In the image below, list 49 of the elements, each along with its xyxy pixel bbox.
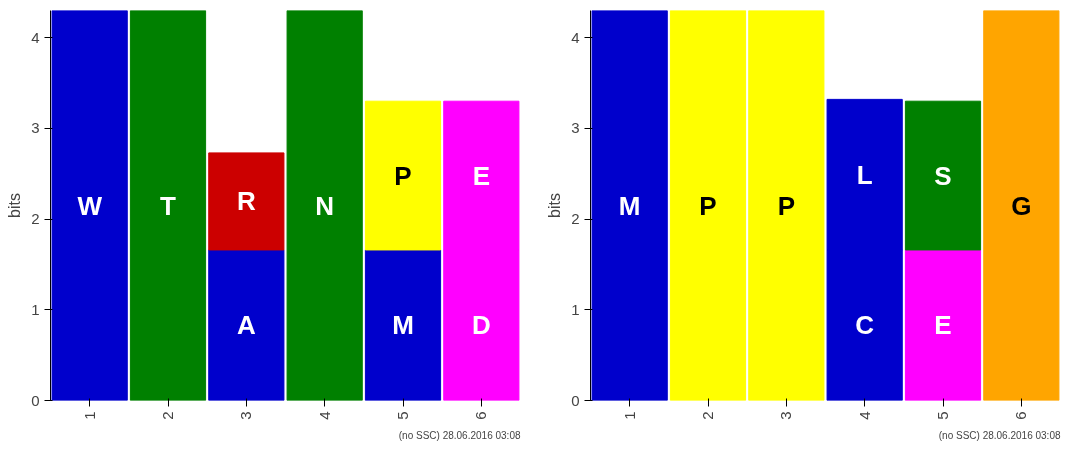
bar <box>983 10 1060 401</box>
y-tick-label: 1 <box>571 300 580 318</box>
series-label: N <box>315 190 335 221</box>
y-tick-label: 4 <box>31 28 40 46</box>
series-label: G <box>1011 190 1032 221</box>
bar <box>904 249 982 401</box>
y-axis-title: bits <box>6 193 24 218</box>
x-tick-label: 5 <box>394 411 411 420</box>
x-tick-label: 4 <box>855 411 873 420</box>
x-tick-label: 2 <box>699 411 716 420</box>
y-tick-label: 4 <box>571 28 580 46</box>
series-label: P <box>777 190 796 221</box>
x-tick-label: 1 <box>80 411 98 420</box>
y-tick-label: 3 <box>571 119 580 137</box>
series-label: A <box>236 310 256 341</box>
x-tick-label: 6 <box>472 411 490 420</box>
series-label: M <box>392 310 414 341</box>
x-tick-label: 6 <box>1012 411 1030 420</box>
series-label: D <box>471 310 491 341</box>
y-tick-label: 1 <box>31 300 40 318</box>
series-label: E <box>472 160 491 191</box>
x-tick-label: 4 <box>315 411 333 420</box>
bar <box>591 10 668 401</box>
x-tick-label: 5 <box>934 411 951 420</box>
y-tick-label: 3 <box>31 119 40 137</box>
x-tick-label: 2 <box>159 411 176 420</box>
series-label: W <box>77 190 103 221</box>
text: (no SSC) 28.06.2016 03:08 <box>398 429 521 441</box>
series-label: S <box>934 160 952 191</box>
y-tick-label: 2 <box>571 210 580 228</box>
series-label: E <box>934 310 952 341</box>
x-tick-label: 1 <box>620 411 638 420</box>
series-label: C <box>855 310 875 341</box>
y-tick-label: 0 <box>31 391 40 409</box>
x-tick-label: 3 <box>237 411 255 420</box>
y-axis-title: bits <box>546 193 564 218</box>
series-label: R <box>236 186 256 217</box>
x-tick-label: 3 <box>777 411 795 420</box>
series-label: L <box>856 159 873 190</box>
y-tick-label: 2 <box>31 210 40 228</box>
bar <box>748 10 825 401</box>
series-label: T <box>160 190 177 221</box>
text: (no SSC) 28.06.2016 03:08 <box>938 429 1061 441</box>
bar <box>904 100 982 251</box>
y-tick-label: 0 <box>571 391 580 409</box>
series-label: M <box>618 190 641 221</box>
text: P <box>699 190 717 221</box>
series-label: P <box>394 160 412 191</box>
bar <box>669 10 747 401</box>
